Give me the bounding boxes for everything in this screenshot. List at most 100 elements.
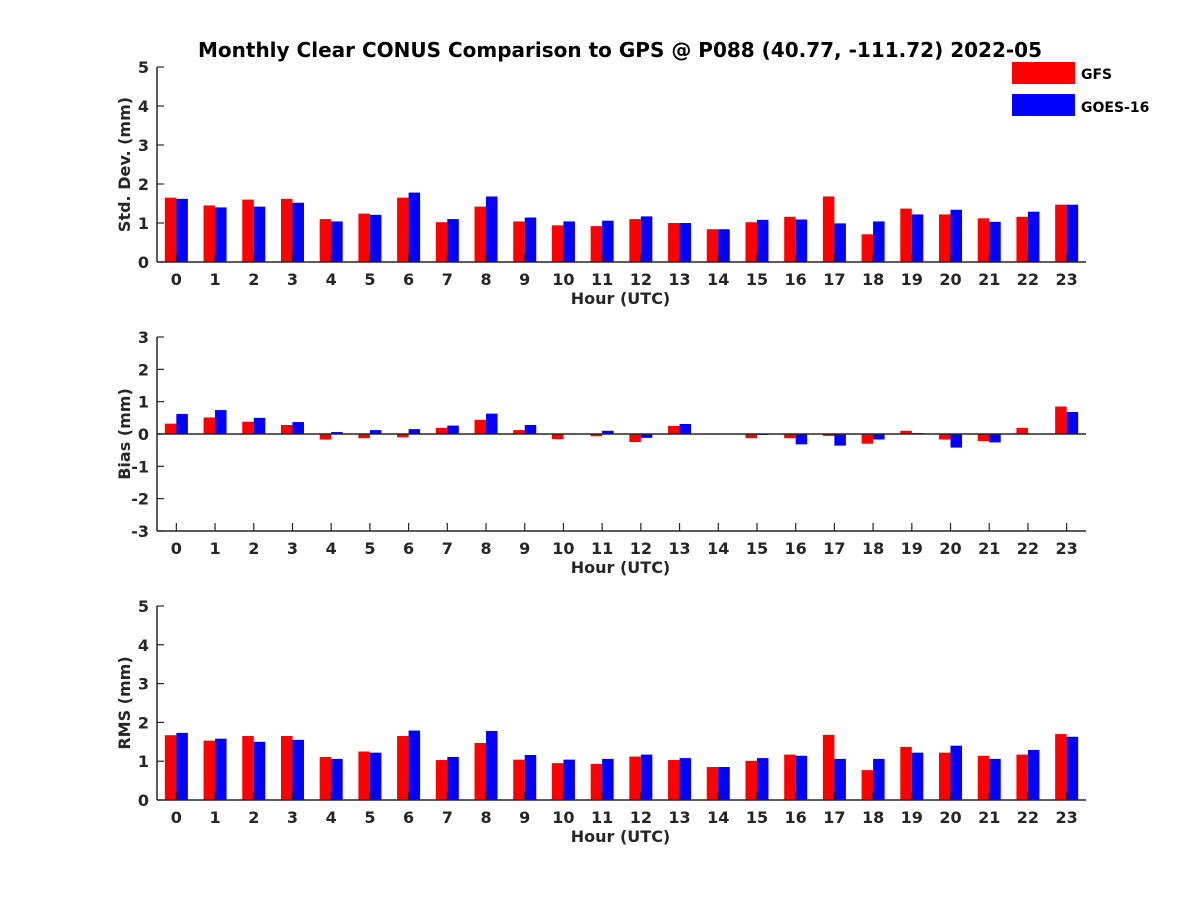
rms-bar-goes16-hour-19 bbox=[911, 752, 924, 800]
bias-bar-gfs-hour-15 bbox=[745, 434, 757, 439]
stddev-bar-gfs-hour-18 bbox=[861, 234, 874, 262]
bias-xtick-label: 14 bbox=[707, 539, 729, 558]
bias-bar-goes16-hour-13 bbox=[679, 423, 692, 434]
stddev-xtick-label: 4 bbox=[326, 270, 337, 289]
stddev-ytick-label: 2 bbox=[138, 175, 149, 194]
stddev-y-axis-label: Std. Dev. (mm) bbox=[115, 97, 134, 232]
rms-bar-goes16-hour-14 bbox=[718, 767, 730, 800]
stddev-xtick-label: 2 bbox=[248, 270, 259, 289]
bias-ytick-label: -1 bbox=[131, 457, 149, 476]
bias-bar-gfs-hour-17 bbox=[822, 434, 835, 436]
bias-bar-gfs-hour-5 bbox=[358, 434, 370, 439]
rms-bar-goes16-hour-3 bbox=[292, 739, 304, 800]
bias-bar-gfs-hour-19 bbox=[900, 430, 912, 434]
rms-xtick-label: 11 bbox=[591, 808, 613, 827]
bias-bar-goes16-hour-3 bbox=[292, 422, 304, 434]
rms-xtick-label: 3 bbox=[287, 808, 298, 827]
bias-xtick-label: 18 bbox=[862, 539, 884, 558]
stddev-xtick-label: 20 bbox=[939, 270, 961, 289]
bias-xtick-label: 4 bbox=[326, 539, 337, 558]
bias-bar-goes16-hour-11 bbox=[602, 430, 614, 434]
stddev-bar-goes16-hour-19 bbox=[911, 214, 924, 262]
bias-xtick-label: 13 bbox=[668, 539, 690, 558]
stddev-bar-gfs-hour-5 bbox=[358, 213, 370, 262]
bias-bar-gfs-hour-20 bbox=[939, 434, 951, 440]
rms-ytick-label: 2 bbox=[138, 713, 149, 732]
stddev-xtick-label: 1 bbox=[209, 270, 220, 289]
rms-bar-goes16-hour-18 bbox=[873, 758, 885, 800]
rms-xtick-label: 4 bbox=[326, 808, 337, 827]
stddev-xtick-label: 15 bbox=[746, 270, 768, 289]
rms-bar-goes16-hour-9 bbox=[524, 754, 537, 800]
legend-swatch-gfs bbox=[1012, 62, 1075, 84]
rms-bar-gfs-hour-15 bbox=[745, 760, 757, 800]
bias-bar-gfs-hour-18 bbox=[861, 434, 874, 444]
bias-bar-gfs-hour-1 bbox=[203, 417, 216, 434]
chart-title: Monthly Clear CONUS Comparison to GPS @ … bbox=[198, 38, 1042, 62]
bias-bar-goes16-hour-16 bbox=[795, 434, 808, 445]
stddev-bar-goes16-hour-20 bbox=[950, 209, 963, 262]
rms-bar-goes16-hour-7 bbox=[447, 756, 459, 800]
bias-xtick-label: 2 bbox=[248, 539, 259, 558]
stddev-bar-gfs-hour-16 bbox=[784, 216, 796, 262]
rms-bar-goes16-hour-1 bbox=[215, 738, 227, 800]
stddev-bar-gfs-hour-3 bbox=[280, 198, 293, 262]
bias-bar-gfs-hour-2 bbox=[242, 421, 254, 434]
rms-xtick-label: 17 bbox=[823, 808, 845, 827]
rms-xtick-label: 16 bbox=[785, 808, 807, 827]
bias-xtick-label: 11 bbox=[591, 539, 613, 558]
bias-xtick-label: 5 bbox=[364, 539, 375, 558]
bias-bar-goes16-hour-1 bbox=[215, 410, 227, 434]
legend-label-goes16: GOES-16 bbox=[1081, 100, 1149, 116]
stddev-bar-goes16-hour-2 bbox=[253, 206, 266, 262]
stddev-xtick-label: 17 bbox=[823, 270, 845, 289]
stddev-ytick-label: 3 bbox=[138, 136, 149, 155]
bias-bar-goes16-hour-17 bbox=[834, 434, 846, 446]
stddev-bar-goes16-hour-15 bbox=[756, 219, 769, 262]
stddev-bar-goes16-hour-12 bbox=[640, 216, 653, 262]
bias-xtick-label: 20 bbox=[939, 539, 961, 558]
stddev-bar-goes16-hour-9 bbox=[524, 217, 537, 262]
stddev-bar-gfs-hour-9 bbox=[513, 221, 525, 262]
rms-bar-goes16-hour-12 bbox=[640, 754, 653, 800]
stddev-xtick-label: 8 bbox=[480, 270, 491, 289]
rms-ytick-label: 3 bbox=[138, 675, 149, 694]
bias-xtick-label: 23 bbox=[1056, 539, 1078, 558]
stddev-xtick-label: 11 bbox=[591, 270, 613, 289]
rms-xtick-label: 9 bbox=[519, 808, 530, 827]
rms-bar-goes16-hour-15 bbox=[756, 758, 769, 800]
stddev-bar-goes16-hour-21 bbox=[989, 221, 1001, 262]
bias-bar-gfs-hour-10 bbox=[551, 434, 564, 440]
stddev-bar-gfs-hour-12 bbox=[629, 219, 641, 262]
stddev-xtick-label: 5 bbox=[364, 270, 375, 289]
rms-xtick-label: 1 bbox=[209, 808, 220, 827]
bias-bar-goes16-hour-5 bbox=[369, 430, 382, 434]
bias-ytick-label: 0 bbox=[138, 425, 149, 444]
bias-xtick-label: 22 bbox=[1017, 539, 1039, 558]
stddev-bar-goes16-hour-10 bbox=[563, 221, 575, 262]
bias-bar-goes16-hour-0 bbox=[176, 413, 188, 434]
rms-xtick-label: 5 bbox=[364, 808, 375, 827]
bias-bar-gfs-hour-12 bbox=[629, 434, 641, 443]
stddev-bar-gfs-hour-4 bbox=[319, 219, 332, 262]
bias-xtick-label: 3 bbox=[287, 539, 298, 558]
rms-bar-gfs-hour-9 bbox=[513, 759, 525, 800]
stddev-xtick-label: 9 bbox=[519, 270, 530, 289]
bias-bar-gfs-hour-3 bbox=[280, 424, 293, 434]
stddev-bar-gfs-hour-20 bbox=[939, 214, 951, 262]
stddev-xtick-label: 3 bbox=[287, 270, 298, 289]
stddev-bar-gfs-hour-15 bbox=[745, 222, 757, 262]
stddev-xtick-label: 6 bbox=[403, 270, 414, 289]
bias-ytick-label: -2 bbox=[131, 490, 149, 509]
bias-ytick-label: 2 bbox=[138, 360, 149, 379]
stddev-bar-goes16-hour-0 bbox=[176, 198, 188, 262]
rms-bar-gfs-hour-6 bbox=[397, 735, 409, 800]
bias-bar-gfs-hour-11 bbox=[590, 434, 603, 437]
stddev-bar-gfs-hour-7 bbox=[435, 222, 448, 262]
rms-bar-gfs-hour-17 bbox=[822, 734, 835, 800]
rms-ytick-label: 4 bbox=[138, 636, 149, 655]
rms-xtick-label: 15 bbox=[746, 808, 768, 827]
rms-bar-goes16-hour-0 bbox=[176, 732, 188, 800]
stddev-bar-goes16-hour-13 bbox=[679, 223, 692, 262]
